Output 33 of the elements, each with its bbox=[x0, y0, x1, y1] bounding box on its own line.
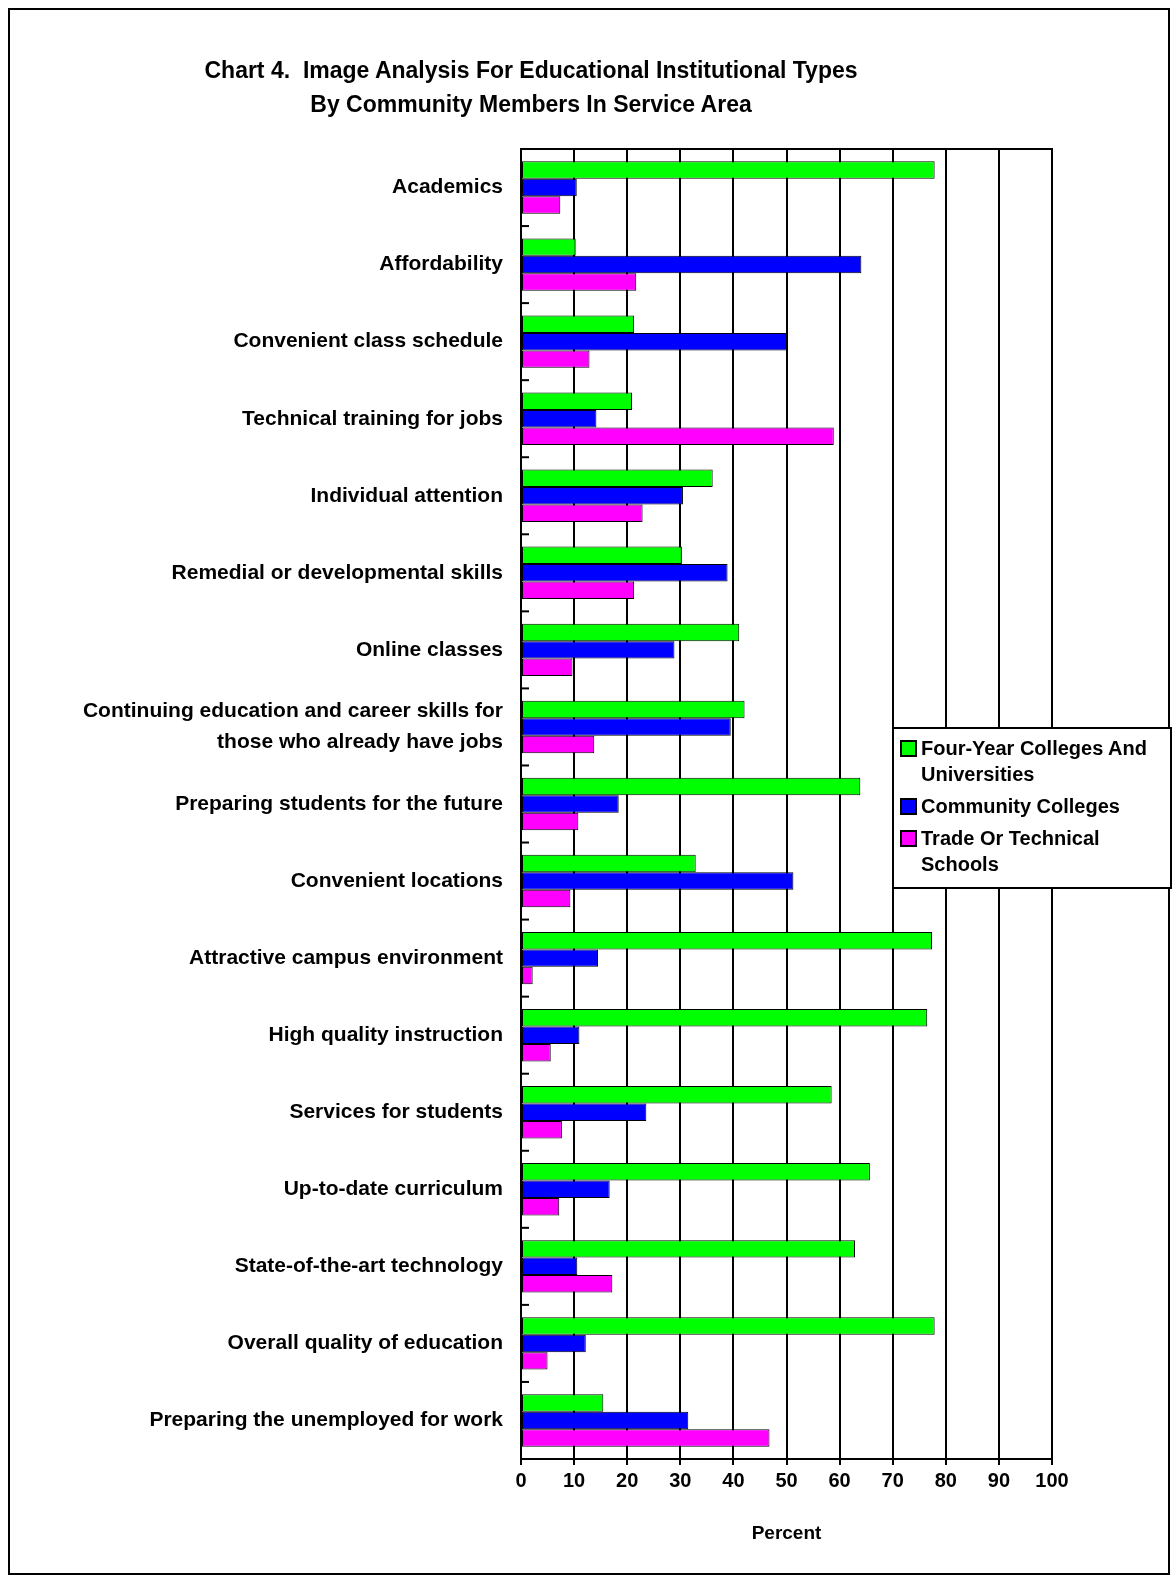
legend-label: Community Colleges bbox=[921, 794, 1120, 819]
x-axis-title: Percent bbox=[751, 1521, 823, 1543]
y-tick-label: Continuing education and career skills for those who already have jobs bbox=[82, 697, 503, 753]
y-tick-label: State-of-the-art technology bbox=[234, 1253, 504, 1277]
y-tick-label: High quality instruction bbox=[268, 1021, 503, 1045]
x-tick-label: 60 bbox=[828, 1468, 851, 1491]
x-tick-label: 50 bbox=[775, 1468, 798, 1491]
x-tick-label: 20 bbox=[616, 1468, 639, 1491]
y-tick-label: Up-to-date curriculum bbox=[283, 1176, 503, 1200]
y-tick-label: Individual attention bbox=[310, 482, 503, 506]
y-tick-label: Convenient locations bbox=[290, 867, 503, 891]
y-tick-label: Academics bbox=[392, 174, 503, 198]
x-tick-label: 100 bbox=[1035, 1468, 1069, 1491]
y-tick-label: Preparing students for the future bbox=[175, 790, 503, 814]
x-tick-label: 40 bbox=[722, 1468, 745, 1491]
x-tick-label: 90 bbox=[987, 1468, 1011, 1491]
chart-title: Chart 4. Image Analysis For Educational Institutional Types By Community Members In Service Area bbox=[204, 56, 858, 118]
y-tick-label: Online classes bbox=[355, 636, 503, 660]
y-tick-label: Technical training for jobs bbox=[242, 405, 503, 429]
x-tick-label: 0 bbox=[515, 1468, 527, 1491]
y-tick-label: Services for students bbox=[289, 1099, 503, 1123]
x-tick-label: 80 bbox=[934, 1468, 957, 1491]
y-tick-label: Preparing the unemployed for work bbox=[149, 1407, 504, 1431]
y-tick-label: Affordability bbox=[379, 251, 504, 275]
legend-label: Trade Or Technical Schools bbox=[921, 826, 1101, 877]
legend-label: Four-Year Colleges And Universities bbox=[921, 736, 1148, 787]
y-tick-label: Attractive campus environment bbox=[189, 944, 503, 968]
x-tick-label: 70 bbox=[881, 1468, 904, 1491]
y-tick-label: Remedial or developmental skills bbox=[171, 559, 503, 583]
y-tick-label: Overall quality of education bbox=[227, 1330, 503, 1354]
x-tick-label: 10 bbox=[562, 1468, 586, 1491]
y-tick-label: Convenient class schedule bbox=[233, 328, 503, 352]
x-tick-label: 30 bbox=[669, 1468, 692, 1491]
